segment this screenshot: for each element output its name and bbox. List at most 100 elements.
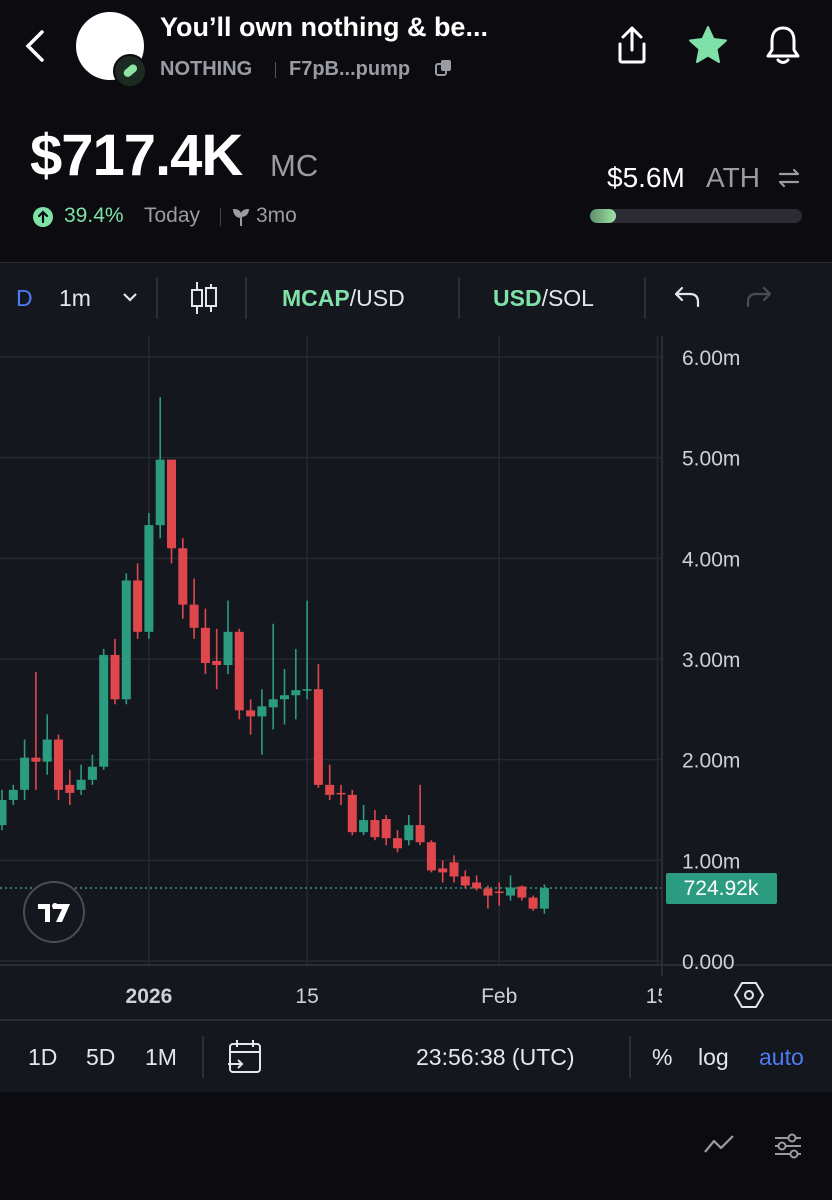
candle-body [506,887,515,896]
candle-body [121,580,131,700]
swap-icon[interactable] [776,165,802,191]
candle-body [539,888,549,909]
candle-body [234,631,244,711]
candle-body [336,792,346,795]
change-period: Today [144,204,201,227]
candle-body [189,604,199,628]
toolbar-separator [458,277,460,319]
range-button[interactable]: 1D [28,1044,58,1070]
last-price-label: 724.92k [684,877,759,900]
indicator-settings[interactable] [772,1130,804,1162]
platform-badge [113,54,147,88]
candle-type-icon[interactable] [188,280,220,316]
candlestick-chart: 0.000 1.00m 2.00m 3.00m 4.00m 5.00m 6.00m 2026 1… [0,336,832,1022]
candle-body [381,819,391,839]
percent-toggle[interactable]: % [652,1044,673,1070]
candle-body [0,799,7,826]
last-price-box [666,873,777,905]
x-tick-label: 15 [295,985,318,1008]
y-tick-label: 1.00m [682,850,740,873]
chart-footer [0,1022,832,1092]
divider [275,62,276,78]
candle-body [494,891,504,894]
y-tick-label: 4.00m [682,548,740,571]
candle-body [178,548,188,605]
footer-separator [202,1036,204,1078]
candle-body [155,459,165,526]
log-toggle[interactable]: log [698,1044,729,1070]
interval-dropdown[interactable] [120,290,140,304]
share-icon[interactable] [612,24,652,68]
ath-progress-fill [590,209,616,223]
candle-body [144,525,154,632]
candle-body [370,820,380,838]
chart-toolbar [0,262,832,338]
alert-bell[interactable] [762,22,804,68]
undo-button[interactable] [672,284,702,310]
candle-body [347,794,357,833]
token-address[interactable]: F7pB...pump [289,58,411,80]
toolbar-separator [644,277,646,319]
y-tick-label: 2.00m [682,750,740,773]
pair-toggle-usd[interactable]: USD/SOL [493,285,594,312]
copy-icon[interactable] [434,58,454,78]
candle-body [438,868,448,873]
x-tick-label: Feb [481,985,517,1008]
toolbar-separator [156,277,158,319]
candle-body [87,766,97,780]
x-tick-label: 15 [646,985,669,1008]
divider [220,208,221,226]
candle-body [528,897,538,909]
candle-body [167,459,176,549]
candle-body [325,784,335,795]
candle-body [291,690,301,696]
candle-body [393,838,402,849]
candle-body [404,825,414,841]
pair-base: MCAP [282,285,350,311]
candle-body [65,784,75,793]
y-tick-label: 5.00m [682,448,740,471]
candle-body [42,739,52,762]
goto-date-icon[interactable] [226,1038,264,1076]
range-button[interactable]: 5D [86,1044,116,1070]
toolbar-separator [245,277,247,319]
footer-separator [629,1036,631,1078]
candle-body [302,689,312,691]
pair-toggle-mcap[interactable]: MCAP/USD [282,285,405,312]
chart-style[interactable]: D [16,285,33,311]
candle-body [517,886,527,898]
candle-body [8,789,18,800]
candle-body [257,706,267,717]
y-tick-label: 3.00m [682,649,740,672]
candle-body [110,654,120,700]
y-tick-label: 6.00m [682,347,740,370]
pair-quote: /SOL [541,285,594,311]
ath-value: $5.6M [607,162,685,193]
candle-body [31,757,41,762]
redo-button[interactable] [744,284,774,310]
clock[interactable]: 23:56:38 (UTC) [416,1044,575,1070]
candle-body [212,661,222,666]
candle-body [223,631,233,666]
market-cap-unit: MC [270,148,319,183]
candle-body [313,689,323,785]
change-percent: 39.4% [64,204,124,227]
candle-body [246,710,256,717]
chart-settings-icon[interactable] [733,982,765,1008]
x-tick-label: 2026 [126,985,173,1008]
interval[interactable]: 1m [59,285,91,311]
tradingview-logo[interactable] [23,881,85,943]
auto-toggle[interactable]: auto [759,1044,804,1070]
candle-body [99,654,109,767]
candle-body [415,825,425,843]
range-button[interactable]: 1M [145,1044,177,1070]
line-chart-toggle[interactable] [702,1132,736,1158]
candle-body [20,757,30,790]
candle-body [268,699,278,708]
candle-body [472,882,482,889]
back-button[interactable] [22,28,50,64]
change-up-icon [33,207,53,227]
favorite-star[interactable] [686,24,730,66]
candle-body [54,739,63,790]
